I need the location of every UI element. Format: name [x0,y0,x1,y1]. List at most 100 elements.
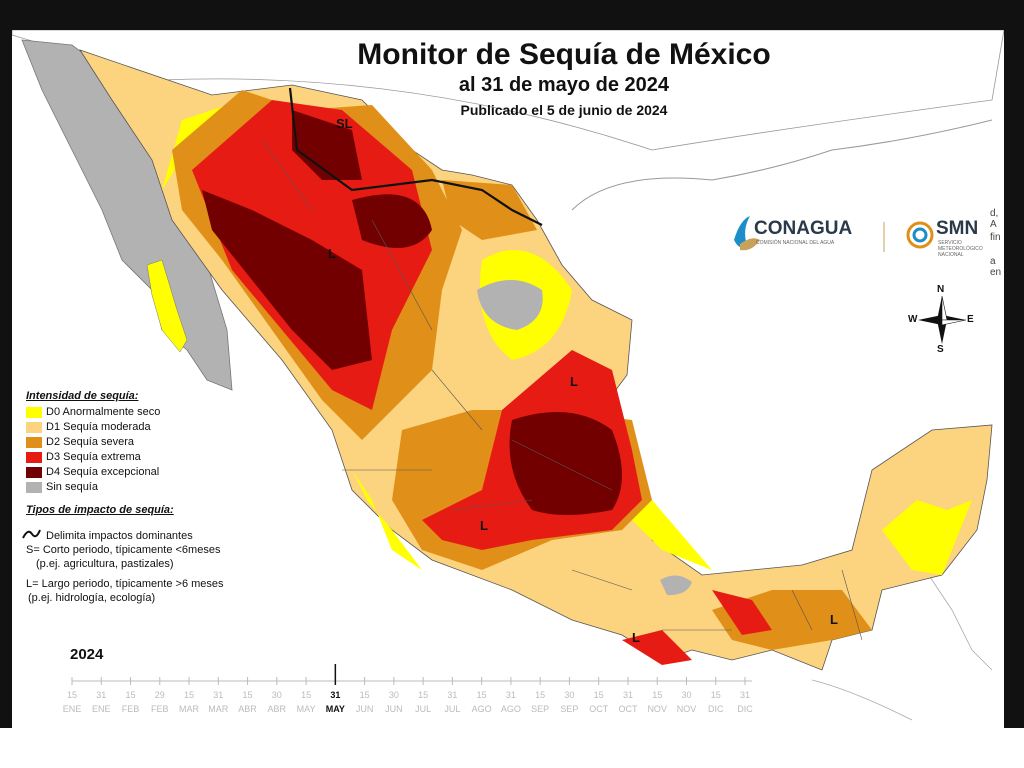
legend-swatch [26,436,42,448]
compass-west: W [908,314,918,325]
image-frame-bottom [0,728,1024,768]
smn-logo-text: SMN [936,218,979,239]
timeline-tick-month: JUN [355,704,374,714]
timeline-tick-day: 30 [681,690,692,700]
clipped-background-text: a en [990,256,1002,278]
legend-label: D1 Sequía moderada [46,421,151,433]
compass-rose [918,295,967,344]
timeline-tick-month: MAY [296,704,316,714]
smn-logo-mark [906,221,934,249]
legend-label: D0 Anormalmente seco [46,406,161,418]
timeline-tick-month: DIC [707,704,724,714]
timeline-tick-month: ENE [62,704,82,714]
timeline-tick-month: SEP [531,704,550,714]
timeline-tick-day: 15 [418,690,429,700]
image-frame-left [0,0,12,730]
mainland [79,49,993,671]
legend-item: D0 Anormalmente seco [26,406,160,418]
map-date: al 31 de mayo de 2024 [458,74,670,96]
legend-swatch [26,406,42,418]
published-date: Publicado el 5 de junio de 2024 [460,102,668,118]
neighbor-land [12,30,1004,721]
timeline-tick-month: ENE [91,704,111,714]
impact-label-sl: SL [336,116,353,131]
timeline-tick-day: 30 [564,690,575,700]
impact-label-l: L [830,612,838,627]
image-frame-top [0,0,1024,30]
timeline-tick-marks [71,664,746,685]
image-frame-right [1004,0,1024,730]
timeline-tick-day: 31 [96,690,107,700]
impact-line-symbol [22,529,41,539]
timeline-tick-day: 15 [652,690,663,700]
impact-heading: Tipos de impacto de sequía: [26,504,174,516]
timeline-tick-month: OCT [618,704,638,714]
conagua-logo-text: CONAGUA [754,218,853,239]
timeline-tick-day: 15 [301,690,312,700]
timeline-tick-month: NOV [676,704,697,714]
timeline-tick-day: 31 [213,690,224,700]
legend-swatch [26,421,42,433]
timeline-tick-month: FEB [121,704,140,714]
timeline-tick-month: MAR [179,704,200,714]
legend-item: D2 Sequía severa [26,436,134,448]
compass-north: N [937,284,945,295]
legend-swatch [26,451,42,463]
legend-label: Sin sequía [46,481,98,493]
timeline-tick-month: ABR [238,704,257,714]
legend-item: D4 Sequía excepcional [26,466,159,478]
timeline-tick-day: 31 [622,690,633,700]
clipped-background-text: d, A [990,208,999,230]
conagua-logo-mark [734,216,760,251]
legend-heading: Intensidad de sequía: [26,390,139,402]
legend-label: D3 Sequía extrema [46,451,141,463]
map-title: Monitor de Sequía de México [357,38,771,71]
timeline-tick-day: 29 [154,690,165,700]
compass-east: E [967,314,974,325]
legend-swatch [26,481,42,493]
timeline-tick-month: ABR [267,704,287,714]
timeline-tick-month: FEB [151,704,169,714]
legend-label: D2 Sequía severa [46,436,135,448]
timeline-tick-day: 15 [359,690,370,700]
timeline-tick-day: 15 [242,690,253,700]
timeline-tick-day: 15 [710,690,721,700]
compass-south: S [937,344,944,355]
timeline-tick-month: MAY [325,704,345,714]
conagua-logo-subtitle: COMISIÓN NACIONAL DEL AGUA [756,240,835,246]
timeline-year: 2024 [70,646,104,663]
timeline-tick-month: DIC [737,704,753,714]
timeline-tick-month: OCT [589,704,609,714]
legend-item: Sin sequía [26,481,98,493]
timeline-tick-month: JUN [385,704,403,714]
timeline-tick-day: 15 [593,690,604,700]
timeline-tick-month: AGO [471,704,492,714]
timeline-tick-month: AGO [500,704,521,714]
impact-line-label: Delimita impactos dominantes [46,530,193,542]
timeline-tick-month: MAR [208,704,229,714]
timeline-tick-day: 31 [505,690,516,700]
smn-logo-subtitle: SERVICIO METEOROLÓGICO NACIONAL [938,240,983,258]
timeline-tick-day: 15 [535,690,546,700]
impact-long-term: L= Largo periodo, típicamente >6 meses [26,578,224,590]
impact-label-l: L [328,246,336,261]
timeline-tick-day: 31 [739,690,750,700]
legend-label: D4 Sequía excepcional [46,466,160,478]
legend-item: D1 Sequía moderada [26,421,151,433]
legend-item: D3 Sequía extrema [26,451,141,463]
timeline-tick-month: SEP [560,704,579,714]
legend-swatch [26,466,42,478]
timeline-tick-day: 15 [125,690,136,700]
timeline-tick-day: 31 [447,690,458,700]
impact-short-term-examples: (p.ej. agricultura, pastizales) [36,558,174,570]
impact-label-l: L [480,518,488,533]
timeline-tick-day: 15 [476,690,487,700]
impact-short-term: S= Corto periodo, típicamente <6meses [26,544,221,556]
impact-label-l: L [632,630,640,645]
drought-map: Monitor de Sequía de México al 31 de may… [12,30,1004,728]
timeline-tick-month: NOV [647,704,667,714]
impact-label-l: L [570,374,578,389]
timeline-tick-day: 30 [388,690,399,700]
clipped-background-text: fin [990,232,1001,243]
timeline-tick-day: 30 [271,690,282,700]
